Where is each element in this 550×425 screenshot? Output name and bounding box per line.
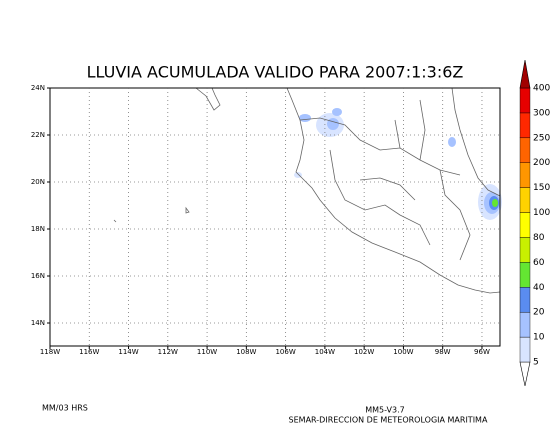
lat-label: 22N xyxy=(31,131,45,139)
colorbar-box xyxy=(519,262,531,288)
lon-label: 112W xyxy=(158,348,178,356)
footer-agency: SEMAR-DIRECCION DE METEOROLOGIA MARITIMA xyxy=(289,416,488,425)
lat-label: 14N xyxy=(31,319,45,327)
precipitation xyxy=(294,108,502,220)
map-title: LLUVIA ACUMULADA VALIDO PARA 2007:1:3:6Z xyxy=(87,63,464,82)
lon-label: 98W xyxy=(435,348,451,356)
footer-model: MM5-V3.7 xyxy=(365,406,405,415)
colorbar-label: 150 xyxy=(533,183,550,193)
lon-label: 108W xyxy=(236,348,256,356)
colorbar-label: 5 xyxy=(533,358,539,368)
colorbar-label: 300 xyxy=(533,108,550,118)
colorbar-label: 250 xyxy=(533,133,550,143)
colorbar-box xyxy=(519,336,531,363)
lat-label: 20N xyxy=(31,178,45,186)
coastline xyxy=(113,87,501,294)
colorbar-box xyxy=(519,87,531,114)
colorbar-box xyxy=(519,162,531,188)
lon-label: 106W xyxy=(275,348,295,356)
lon-label: 102W xyxy=(354,348,374,356)
lat-label: 16N xyxy=(31,272,45,280)
colorbar-box xyxy=(519,137,531,163)
lon-label: 114W xyxy=(118,348,138,356)
colorbar-box xyxy=(519,311,531,338)
colorbar-box xyxy=(519,237,531,263)
lon-label: 104W xyxy=(315,348,335,356)
lon-label: 116W xyxy=(79,348,99,356)
colorbar-label: 10 xyxy=(533,333,545,343)
lon-label: 100W xyxy=(393,348,413,356)
lon-label: 96W xyxy=(474,348,490,356)
colorbar-label: 80 xyxy=(533,233,545,243)
colorbar-box xyxy=(519,287,531,313)
colorbar-box xyxy=(519,112,531,139)
colorbar-label: 100 xyxy=(533,208,550,218)
colorbar-label: 400 xyxy=(533,84,550,94)
colorbar-under xyxy=(519,361,531,387)
colorbar-label: 40 xyxy=(533,283,545,293)
lat-label: 24N xyxy=(31,84,45,92)
colorbar-label: 200 xyxy=(533,158,550,168)
colorbar-over xyxy=(519,59,531,89)
colorbar-label: 60 xyxy=(533,258,545,268)
lat-label: 18N xyxy=(31,225,45,233)
colorbar-box xyxy=(519,187,531,213)
lon-label: 118W xyxy=(40,348,60,356)
map-frame xyxy=(49,87,501,347)
footer-left: MM/03 HRS xyxy=(42,404,88,413)
colorbar-box xyxy=(519,212,531,238)
colorbar-label: 20 xyxy=(533,308,545,318)
lon-label: 110W xyxy=(197,348,217,356)
